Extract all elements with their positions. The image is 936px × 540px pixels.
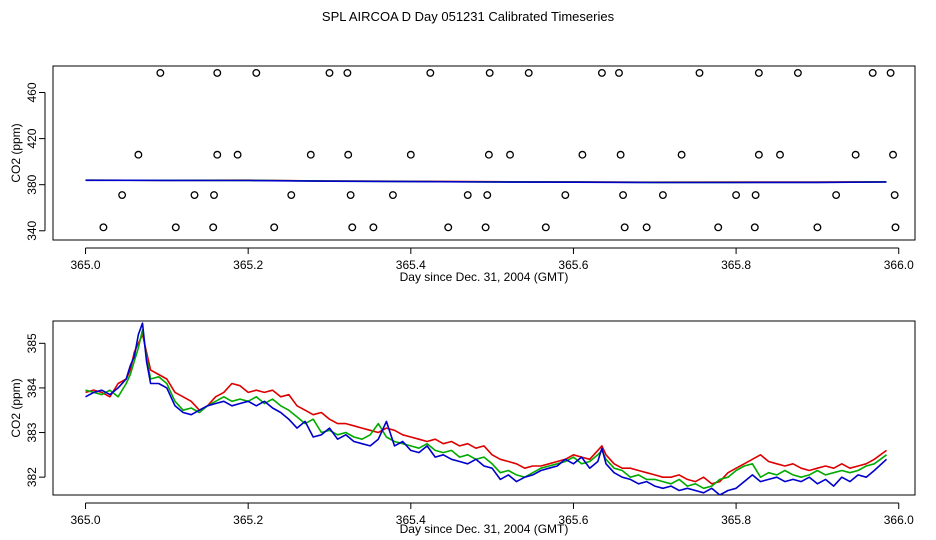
- data-point: [344, 150, 353, 159]
- plot-frame: [52, 320, 916, 496]
- y-tick-label: 382: [25, 467, 39, 487]
- data-point: [348, 223, 357, 232]
- data-point: [252, 68, 261, 77]
- data-point: [561, 191, 570, 200]
- x-tick-label: 365.6: [558, 258, 588, 272]
- x-tick-label: 365.2: [233, 513, 263, 527]
- data-point: [444, 223, 453, 232]
- y-tick-label: 340: [25, 220, 39, 240]
- figure-title: SPL AIRCOA D Day 051231 Calibrated Times…: [321, 9, 615, 24]
- data-point: [346, 191, 355, 200]
- data-point: [233, 150, 242, 159]
- data-point: [270, 223, 279, 232]
- series-line-red: [85, 333, 887, 485]
- data-point: [426, 68, 435, 77]
- data-point: [620, 223, 629, 232]
- data-point: [325, 68, 334, 77]
- data-point: [754, 68, 763, 77]
- data-point: [776, 150, 784, 159]
- data-point: [750, 223, 759, 232]
- data-point: [851, 150, 860, 159]
- series-line-blue: [85, 322, 888, 495]
- data-point: [156, 68, 165, 77]
- x-tick-label: 365.0: [71, 513, 101, 527]
- data-point: [615, 68, 623, 77]
- data-point: [832, 191, 841, 200]
- y-tick-label: 385: [25, 333, 39, 353]
- data-point: [889, 150, 897, 159]
- y-tick-label: 384: [25, 378, 39, 398]
- data-point: [813, 223, 822, 232]
- data-point: [481, 223, 490, 232]
- y-tick-label: 460: [25, 82, 39, 102]
- data-point: [369, 223, 378, 232]
- data-point: [695, 68, 704, 77]
- x-tick-label: 365.8: [721, 258, 751, 272]
- data-point: [868, 68, 877, 77]
- data-point: [213, 68, 222, 77]
- data-point: [642, 223, 651, 232]
- data-point: [190, 191, 199, 200]
- data-point: [506, 150, 514, 159]
- data-point: [616, 150, 625, 159]
- data-point: [751, 191, 760, 200]
- data-point: [524, 68, 533, 77]
- x-tick-label: 365.4: [396, 258, 426, 272]
- data-point: [406, 150, 415, 159]
- data-point: [732, 191, 741, 200]
- data-point: [388, 191, 397, 200]
- data-point: [677, 150, 686, 159]
- x-tick-label: 365.6: [558, 513, 588, 527]
- data-point: [597, 68, 606, 77]
- data-point: [793, 68, 802, 77]
- data-point: [483, 191, 492, 200]
- x-tick-label: 365.0: [71, 258, 101, 272]
- data-point: [541, 223, 550, 232]
- x-axis-label: Day since Dec. 31, 2004 (GMT): [400, 522, 569, 536]
- data-point: [891, 223, 900, 232]
- plot-area: [85, 322, 888, 495]
- data-point: [886, 68, 895, 77]
- data-point: [890, 191, 899, 200]
- x-tick-label: 365.2: [233, 258, 263, 272]
- data-point: [306, 150, 315, 159]
- data-point: [210, 191, 218, 200]
- data-point: [209, 223, 218, 232]
- plot-area: [85, 68, 900, 232]
- data-point: [99, 223, 108, 232]
- data-point: [485, 68, 494, 77]
- data-point: [578, 150, 587, 159]
- data-point: [484, 150, 493, 159]
- x-tick-label: 366.0: [884, 513, 914, 527]
- y-tick-label: 420: [25, 128, 39, 148]
- y-tick-label: 380: [25, 174, 39, 194]
- data-point: [714, 223, 723, 232]
- x-axis-label: Day since Dec. 31, 2004 (GMT): [400, 270, 569, 284]
- data-point: [658, 191, 667, 200]
- data-point: [343, 68, 352, 77]
- data-point: [213, 150, 222, 159]
- y-axis-label: CO2 (ppm): [9, 123, 23, 182]
- series-line-blue: [85, 179, 887, 184]
- y-axis-label: CO2 (ppm): [9, 378, 23, 437]
- series-line-green: [85, 329, 887, 490]
- data-point: [171, 223, 180, 232]
- x-tick-label: 365.4: [396, 513, 426, 527]
- y-tick-label: 383: [25, 422, 39, 442]
- panel-2: 365.0 365.2 365.4 365.6 365.8 366.0 Day since …: [9, 320, 916, 536]
- panel-1: 365.0 365.2 365.4 365.6 365.8 366.0 Day since …: [9, 65, 916, 284]
- data-point: [134, 150, 143, 159]
- data-point: [754, 150, 763, 159]
- data-point: [619, 191, 628, 200]
- x-tick-label: 366.0: [884, 258, 914, 272]
- data-point: [118, 191, 127, 200]
- data-point: [287, 191, 296, 200]
- x-tick-label: 365.8: [721, 513, 751, 527]
- data-point: [463, 191, 472, 200]
- plot-frame: [52, 65, 916, 241]
